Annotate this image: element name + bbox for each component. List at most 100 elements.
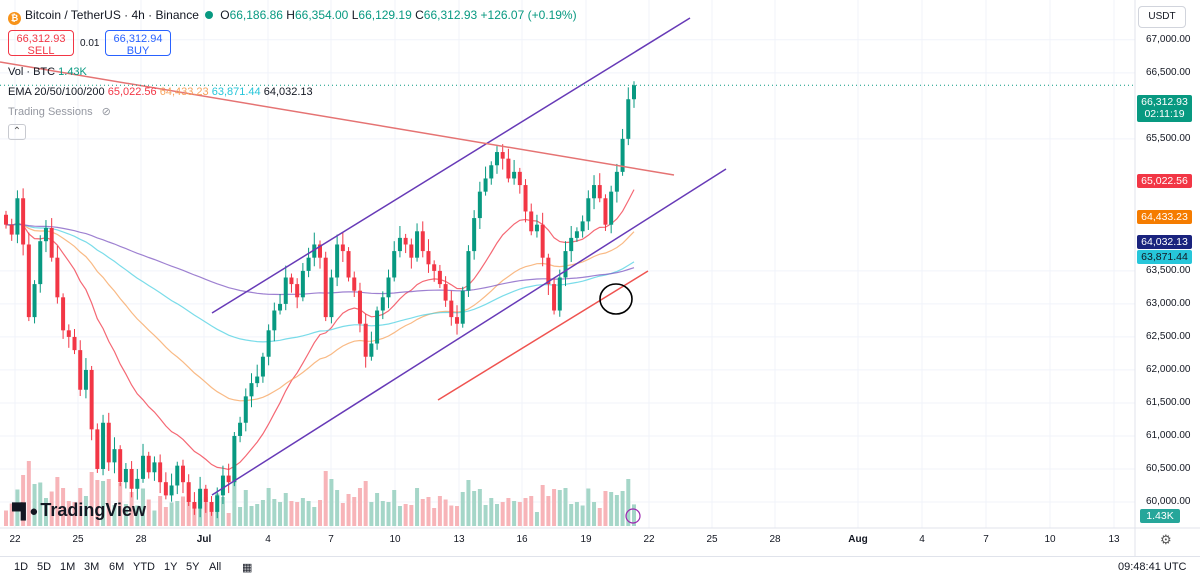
- volume-bar: [614, 495, 619, 526]
- time-tick-label: 7: [328, 534, 334, 545]
- candle-body: [215, 495, 220, 512]
- volume-bar: [89, 472, 94, 526]
- volume-bar: [609, 492, 614, 526]
- volume-bar: [266, 488, 271, 526]
- volume-bar: [141, 488, 146, 526]
- candle-body: [72, 336, 77, 351]
- volume-bars: [4, 461, 636, 526]
- volume-bar: [397, 506, 402, 526]
- candle-body: [466, 251, 471, 291]
- candle-body: [380, 297, 385, 311]
- ema100-value: 63,871.44: [211, 86, 261, 98]
- clock[interactable]: 09:48:41 UTC: [1118, 561, 1187, 573]
- volume-bar: [603, 491, 608, 526]
- volume-bar: [460, 492, 465, 526]
- ema200-line: [5, 223, 635, 296]
- candle-body: [226, 475, 231, 483]
- volume-bar: [112, 505, 117, 526]
- price-tick-label: 61,000.00: [1146, 429, 1191, 441]
- volume-bar: [494, 504, 499, 526]
- volume-bar: [512, 501, 517, 526]
- price-tick-label: 61,500.00: [1146, 396, 1191, 408]
- symbol-title[interactable]: Bitcoin / TetherUS · 4h · Binance: [25, 8, 199, 22]
- candle-body: [477, 191, 482, 219]
- gear-icon[interactable]: ⚙: [1160, 532, 1172, 547]
- range-button[interactable]: 1M: [60, 561, 76, 573]
- candle-body: [312, 244, 317, 258]
- range-button[interactable]: YTD: [133, 561, 155, 573]
- volume-bar: [300, 498, 305, 526]
- candle-body: [455, 317, 460, 324]
- high-value: 66,354.00: [294, 8, 349, 22]
- candle-body: [323, 257, 328, 318]
- volume-indicator-value: 1.43K: [58, 66, 87, 78]
- price-tick-label: 60,500.00: [1146, 462, 1191, 474]
- volume-bar: [455, 506, 460, 526]
- time-tick-label: Jul: [196, 534, 212, 545]
- candle-body: [574, 231, 579, 238]
- bottom-toolbar: [0, 556, 1200, 583]
- volume-bar: [540, 485, 545, 526]
- range-button[interactable]: 1Y: [164, 561, 178, 573]
- eye-hidden-icon[interactable]: ⊘: [101, 106, 111, 118]
- volume-bar: [101, 481, 106, 526]
- candle-body: [437, 270, 442, 285]
- volume-bar: [483, 505, 488, 526]
- time-tick-label: 4: [919, 534, 925, 545]
- change-value: +126.07 (+0.19%): [480, 8, 577, 22]
- candle-body: [146, 455, 151, 473]
- lightning-event-icon: [625, 508, 641, 524]
- candle-body: [112, 449, 117, 463]
- range-button[interactable]: 6M: [109, 561, 125, 573]
- volume-bar: [546, 496, 551, 526]
- high-label: H: [286, 8, 295, 22]
- range-button[interactable]: 3M: [84, 561, 100, 573]
- range-button[interactable]: 5D: [37, 561, 52, 573]
- sell-button[interactable]: 66,312.93 SELL: [8, 30, 74, 57]
- channel-upper-line: [211, 17, 691, 314]
- price-tick-label: 63,000.00: [1146, 297, 1191, 309]
- time-tick-label: 4: [265, 534, 271, 545]
- time-tick-label: 13: [1108, 534, 1120, 545]
- candle-body: [489, 165, 494, 179]
- low-value: 66,129.19: [358, 8, 412, 22]
- drawings: [0, 17, 1135, 524]
- candle-body: [609, 191, 614, 225]
- trading-sessions-legend[interactable]: Trading Sessions ⊘: [8, 105, 111, 118]
- candle-body: [586, 198, 591, 222]
- candle-body: [129, 468, 134, 489]
- candle-body: [21, 198, 26, 245]
- currency-selector[interactable]: USDT: [1138, 6, 1186, 28]
- candle-body: [517, 171, 522, 186]
- low-label: L: [351, 8, 359, 22]
- price-tick-label: 63,500.00: [1146, 264, 1191, 276]
- volume-bar: [489, 498, 494, 526]
- range-button[interactable]: 5Y: [186, 561, 200, 573]
- volume-bar: [592, 502, 597, 526]
- candle-body: [163, 482, 168, 496]
- candle-body: [209, 501, 214, 512]
- symbol-legend: ₿ Bitcoin / TetherUS · 4h · Binance O66,1…: [8, 8, 577, 25]
- volume-indicator-legend[interactable]: Vol · BTC 1.43K: [8, 66, 87, 78]
- ema100-price-tag: 63,871.44: [1137, 250, 1192, 264]
- range-button[interactable]: 1D: [14, 561, 29, 573]
- volume-bar: [563, 488, 568, 526]
- range-button[interactable]: All: [209, 561, 222, 573]
- collapse-legend-button[interactable]: ⌃: [8, 124, 26, 140]
- volume-bar: [569, 504, 574, 526]
- candle-body: [386, 277, 391, 298]
- volume-bar: [43, 498, 48, 526]
- candle-body: [295, 284, 300, 298]
- buy-button[interactable]: 66,312.94 BUY: [105, 30, 171, 57]
- volume-bar: [375, 493, 380, 526]
- candle-body: [289, 277, 294, 285]
- candle-body: [352, 277, 357, 291]
- volume-bar: [255, 504, 260, 526]
- ema-indicator-legend[interactable]: EMA 20/50/100/200 65,022.56 64,433.23 63…: [8, 86, 313, 98]
- candle-body: [580, 221, 585, 232]
- candle-body: [169, 485, 174, 496]
- calendar-range-icon[interactable]: ▦: [242, 562, 253, 574]
- price-tick-label: 65,500.00: [1146, 132, 1191, 144]
- candle-body: [38, 241, 43, 285]
